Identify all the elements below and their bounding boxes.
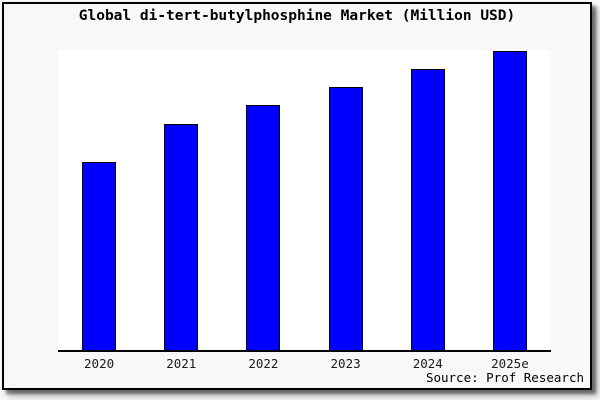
source-note: Source: Prof Research xyxy=(425,370,584,385)
chart-title: Global di-tert-butylphosphine Market (Mi… xyxy=(78,8,516,24)
bar-2022 xyxy=(246,105,281,350)
x-tick-label-2022: 2022 xyxy=(248,356,279,371)
x-tick-label-2021: 2021 xyxy=(166,356,197,371)
bar-2025e xyxy=(492,51,527,350)
x-tick-label-2020: 2020 xyxy=(84,356,115,371)
bar-2024 xyxy=(410,69,445,350)
bar-2023 xyxy=(328,87,363,350)
x-tick-label-2024: 2024 xyxy=(412,356,443,371)
bar-2020 xyxy=(82,162,117,350)
x-tick-label-2025e: 2025e xyxy=(491,356,529,371)
x-tick-label-2023: 2023 xyxy=(330,356,361,371)
bar-2021 xyxy=(164,124,199,350)
plot-area xyxy=(58,50,551,352)
x-axis-labels: 2020 2021 2022 2023 2024 2025e xyxy=(4,356,590,372)
chart-frame: Global di-tert-butylphosphine Market (Mi… xyxy=(2,2,592,390)
